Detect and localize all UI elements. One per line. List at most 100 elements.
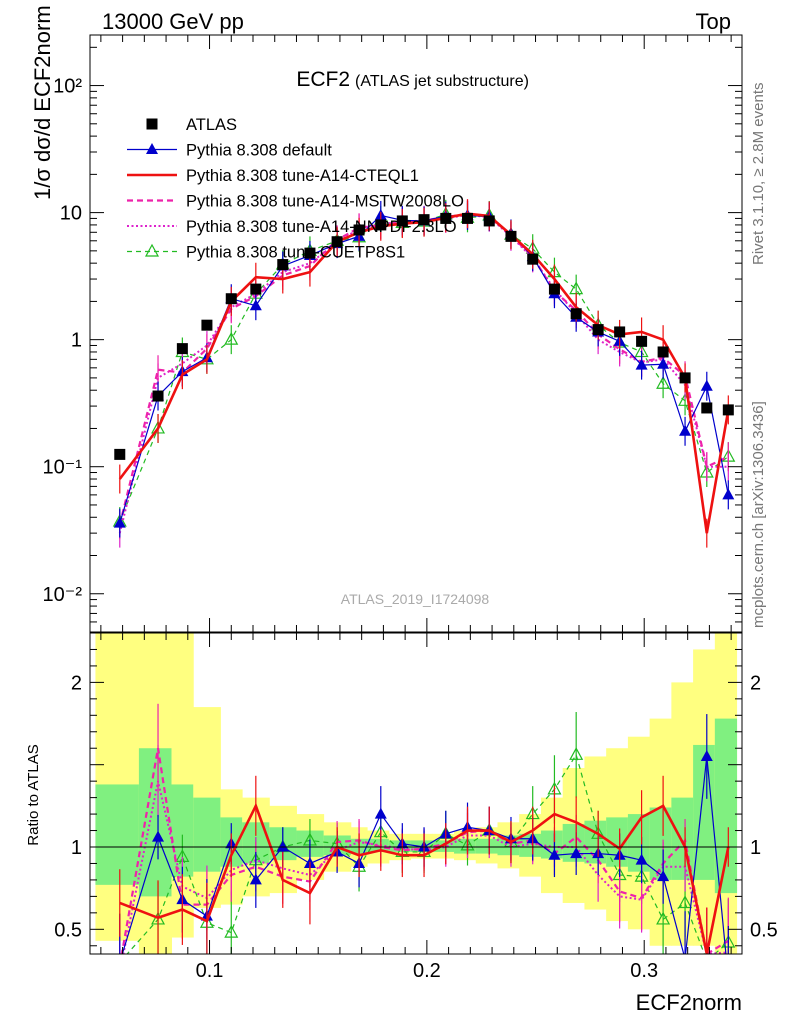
main-y-axis: 10⁻² 10⁻¹ 1 10 10² <box>43 46 742 633</box>
main-panel-series <box>112 199 736 548</box>
ratio-panel-series <box>114 703 736 983</box>
data-point-default <box>722 488 735 500</box>
ratio-point-default <box>548 848 561 860</box>
legend-label-atlas: ATLAS <box>186 116 237 134</box>
ratio-point-default <box>114 956 126 967</box>
y-tick-label: 10 <box>60 203 82 225</box>
ratio-y-tick-label-right: 1 <box>750 837 761 859</box>
data-point-atlas <box>636 335 648 347</box>
data-point-atlas <box>614 326 626 338</box>
legend-label-default: Pythia 8.308 default <box>186 142 332 160</box>
data-point-atlas <box>201 319 213 331</box>
ratio-series-cteql1 <box>119 775 730 954</box>
ratio-line-nnpdf <box>122 780 729 954</box>
mcplots-label: mcplots.cern.ch [arXiv:1306.3436] <box>750 401 767 628</box>
data-point-atlas <box>152 390 164 402</box>
legend-entry-nnpdf: Pythia 8.308 tune-A14-NNPDF2.3LO <box>127 218 457 236</box>
series-atlas <box>114 212 734 460</box>
legend-entry-mstw: Pythia 8.308 tune-A14-MSTW2008LO <box>127 193 464 211</box>
legend-entry-cuetp8s1: Pythia 8.308 tune-CUETP8S1 <box>127 244 405 262</box>
main-panel-frame <box>89 34 743 633</box>
chart-title: ECF2 <box>296 68 350 91</box>
x-tick-label: 0.2 <box>413 960 441 982</box>
data-point-atlas <box>353 224 365 236</box>
ratio-y-tick-label-right: 0.5 <box>750 919 778 941</box>
band-inner-bin <box>193 797 221 872</box>
ratio-point-cuetp8s1 <box>678 895 693 909</box>
ratio-point-default <box>722 972 734 983</box>
data-point-default <box>679 424 692 436</box>
data-point-atlas <box>440 212 452 224</box>
ratio-panel-frame <box>89 632 743 955</box>
data-point-atlas <box>396 215 408 227</box>
legend-entry-atlas: ATLAS <box>146 116 237 134</box>
ratio-y-tick-label: 1 <box>71 837 82 859</box>
x-tick-label: 0.1 <box>196 960 224 982</box>
ratio-y-axis: 0.5 0.5 1 1 2 2 <box>54 648 778 947</box>
legend-label-cuetp8s1: Pythia 8.308 tune-CUETP8S1 <box>186 244 405 262</box>
data-point-atlas <box>225 293 237 305</box>
x-axis: 0.1 0.2 0.3 <box>100 35 732 982</box>
data-point-atlas <box>304 247 316 259</box>
watermark: ATLAS_2019_I1724098 <box>341 591 490 607</box>
ratio-point-default <box>700 749 713 761</box>
ratio-point-default <box>657 870 670 882</box>
header-left: 13000 GeV pp <box>102 9 244 34</box>
data-point-atlas <box>527 253 539 265</box>
data-point-atlas <box>250 283 262 295</box>
data-point-cuetp8s1 <box>224 331 239 345</box>
ratio-point-default <box>374 807 387 819</box>
data-point-atlas <box>483 215 495 227</box>
ratio-y-tick-label: 2 <box>71 672 82 694</box>
legend: ATLAS Pythia 8.308 default Pythia 8.308 tu… <box>127 116 464 262</box>
series-line-nnpdf <box>118 213 729 534</box>
ratio-y-tick-label: 0.5 <box>54 919 82 941</box>
band-inner-bin <box>171 784 194 877</box>
data-point-atlas <box>277 259 289 271</box>
svg-text:1/σ dσ/d ECF2norm: 1/σ dσ/d ECF2norm <box>30 5 55 200</box>
data-point-atlas <box>331 236 343 248</box>
band-inner-bin <box>454 838 477 854</box>
data-point-atlas <box>722 404 734 416</box>
ratio-point-cuetp8s1 <box>706 952 708 954</box>
x-tick-label: 0.3 <box>630 960 658 982</box>
y-tick-label: 10⁻¹ <box>43 457 83 479</box>
data-point-atlas <box>701 402 713 414</box>
x-axis-label: ECF2norm <box>636 990 742 1015</box>
data-point-default <box>113 516 126 528</box>
series-line-cteql1 <box>118 212 730 534</box>
legend-entry-cteql1: Pythia 8.308 tune-A14-CTEQL1 <box>127 167 419 185</box>
band-inner-bin <box>649 807 672 880</box>
data-point-atlas <box>657 346 669 358</box>
data-point-cuetp8s1 <box>656 375 671 389</box>
data-point-atlas <box>176 343 188 355</box>
legend-label-mstw: Pythia 8.308 tune-A14-MSTW2008LO <box>186 193 464 211</box>
ratio-point-default <box>152 830 165 842</box>
legend-marker-cuetp8s1 <box>144 243 160 257</box>
data-point-atlas <box>505 230 517 242</box>
ratio-point-cuetp8s1 <box>224 924 239 938</box>
ratio-point-default <box>276 840 289 852</box>
data-point-default <box>635 358 648 370</box>
ratio-point-cuetp8s1 <box>114 956 126 967</box>
data-point-atlas <box>570 308 582 320</box>
legend-label-nnpdf: Pythia 8.308 tune-A14-NNPDF2.3LO <box>186 218 457 236</box>
y-tick-label: 10² <box>53 76 82 98</box>
ratio-y-tick-label-right: 2 <box>750 672 761 694</box>
legend-marker-default <box>146 143 158 154</box>
main-y-label-text: 1/σ dσ/d ECF2norm <box>30 5 55 200</box>
header-right: Top <box>696 9 731 34</box>
ratio-point-default <box>249 873 262 885</box>
band-inner-bin <box>562 823 585 862</box>
band-inner-bin <box>714 718 738 894</box>
data-point-default <box>700 379 713 391</box>
band-inner-bin <box>693 744 716 880</box>
band-inner-bin <box>138 748 172 897</box>
chart-subtitle: (ATLAS jet substructure) <box>355 73 529 90</box>
data-point-atlas <box>548 283 560 295</box>
ratio-point-default <box>570 847 583 859</box>
band-inner-bin <box>95 784 140 885</box>
legend-marker-atlas <box>146 118 158 130</box>
legend-label-cteql1: Pythia 8.308 tune-A14-CTEQL1 <box>186 167 419 185</box>
